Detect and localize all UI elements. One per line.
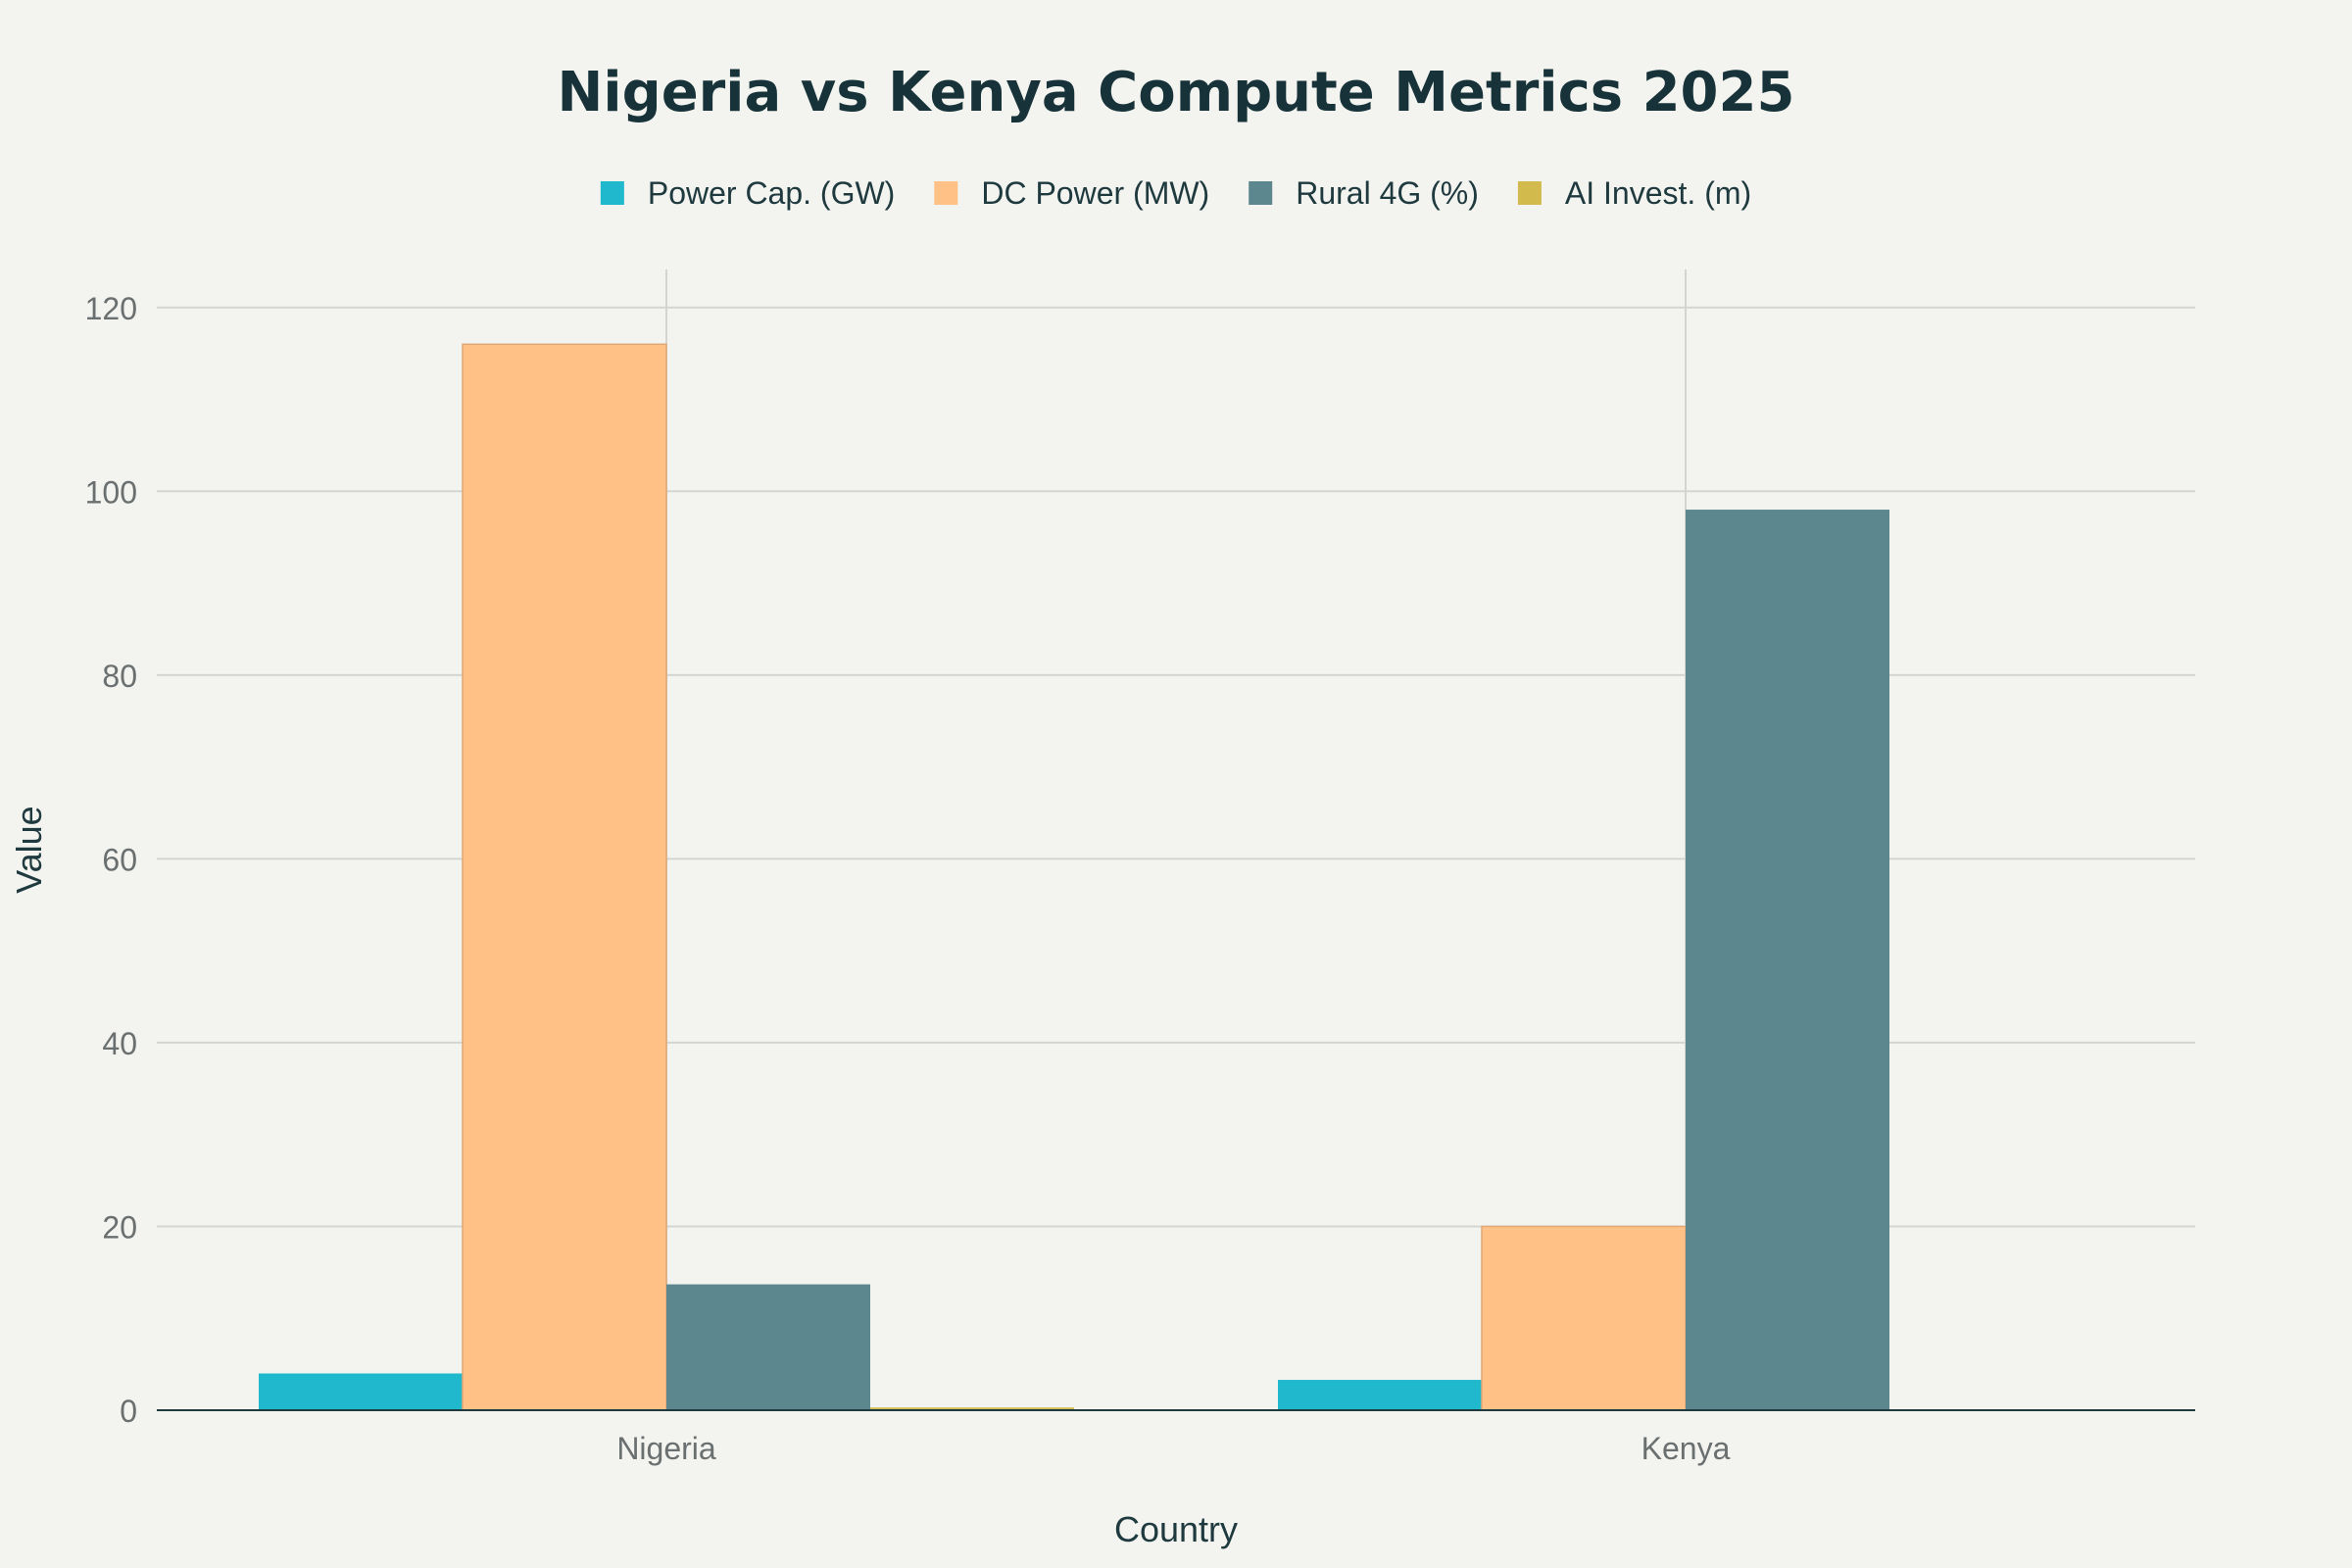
bar-nigeria-series-2 [666, 1284, 870, 1410]
bar-kenya-series-0 [1278, 1380, 1482, 1410]
legend-swatch [1517, 181, 1542, 205]
y-tick-label: 0 [120, 1394, 137, 1429]
y-tick-label: 60 [102, 842, 137, 877]
bar-nigeria-series-1 [462, 343, 667, 1411]
y-axis-title: Value [9, 806, 49, 893]
legend-swatch [1249, 181, 1273, 205]
legend-swatch [934, 181, 958, 205]
bar-nigeria-series-3 [870, 1407, 1074, 1410]
y-tick-label: 100 [85, 474, 137, 510]
legend-label: Power Cap. (GW) [648, 175, 895, 211]
legend-item: AI Invest. (m) [1517, 175, 1751, 211]
legend-label: AI Invest. (m) [1565, 175, 1751, 211]
legend: Power Cap. (GW) DC Power (MW) Rural 4G (%)… [600, 175, 1751, 211]
bar-nigeria-series-0 [259, 1373, 463, 1410]
y-tick-label: 40 [102, 1026, 137, 1061]
legend-label: Rural 4G (%) [1296, 175, 1479, 211]
legend-item: Power Cap. (GW) [600, 175, 895, 211]
legend-item: DC Power (MW) [934, 175, 1209, 211]
x-axis-title: Country [1114, 1509, 1238, 1549]
legend-swatch [600, 181, 624, 205]
x-tick-label-kenya: Kenya [1642, 1431, 1731, 1466]
y-tick-label: 20 [102, 1209, 137, 1245]
bar-kenya-series-1 [1481, 1225, 1687, 1411]
x-tick-label-nigeria: Nigeria [616, 1431, 716, 1466]
bars [259, 343, 1889, 1411]
bar-kenya-series-2 [1686, 510, 1889, 1410]
y-tick-label: 120 [85, 291, 137, 326]
chart-title: Nigeria vs Kenya Compute Metrics 2025 [558, 61, 1795, 124]
y-tick-label: 80 [102, 659, 137, 694]
axes: 0 20 40 60 80 100 120 Nigeria Kenya [85, 291, 2195, 1466]
legend-label: DC Power (MW) [981, 175, 1209, 211]
legend-item: Rural 4G (%) [1249, 175, 1479, 211]
